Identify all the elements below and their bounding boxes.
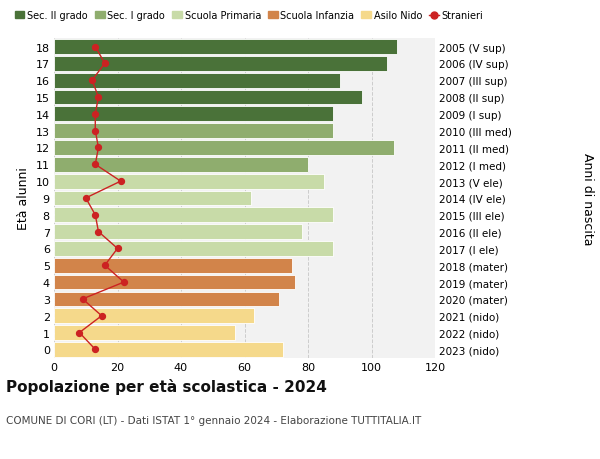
Bar — [54, 174, 324, 189]
Bar — [54, 191, 251, 206]
Point — [91, 161, 100, 168]
Bar — [54, 275, 295, 290]
Legend: Sec. II grado, Sec. I grado, Scuola Primaria, Scuola Infanzia, Asilo Nido, Stran: Sec. II grado, Sec. I grado, Scuola Prim… — [11, 7, 487, 25]
Bar — [54, 73, 340, 89]
Point — [94, 229, 103, 236]
Point — [116, 178, 125, 185]
Bar — [54, 308, 254, 324]
Point — [78, 296, 88, 303]
Bar — [54, 124, 334, 139]
Point — [94, 145, 103, 152]
Bar — [54, 208, 334, 223]
Y-axis label: Età alunni: Età alunni — [17, 167, 30, 230]
Bar — [54, 342, 283, 357]
Point — [113, 245, 122, 252]
Point — [88, 77, 97, 84]
Point — [94, 94, 103, 101]
Point — [119, 279, 128, 286]
Bar — [54, 292, 280, 307]
Point — [100, 262, 110, 269]
Point — [91, 346, 100, 353]
Bar — [54, 325, 235, 340]
Bar — [54, 225, 302, 240]
Bar — [54, 90, 362, 105]
Point — [91, 128, 100, 135]
Point — [91, 44, 100, 51]
Point — [81, 195, 91, 202]
Point — [100, 61, 110, 68]
Point — [91, 111, 100, 118]
Text: COMUNE DI CORI (LT) - Dati ISTAT 1° gennaio 2024 - Elaborazione TUTTITALIA.IT: COMUNE DI CORI (LT) - Dati ISTAT 1° genn… — [6, 415, 421, 425]
Bar — [54, 258, 292, 273]
Bar — [54, 40, 397, 55]
Bar — [54, 241, 334, 256]
Point — [91, 212, 100, 219]
Point — [97, 313, 106, 320]
Text: Popolazione per età scolastica - 2024: Popolazione per età scolastica - 2024 — [6, 379, 327, 395]
Y-axis label: Anni di nascita: Anni di nascita — [581, 152, 595, 245]
Point — [74, 329, 84, 336]
Bar — [54, 107, 334, 122]
Bar — [54, 57, 388, 72]
Bar — [54, 157, 308, 172]
Bar — [54, 141, 394, 156]
